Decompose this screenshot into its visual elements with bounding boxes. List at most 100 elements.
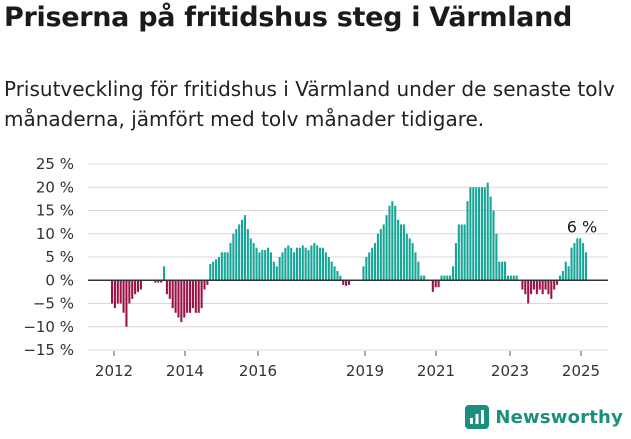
bar: [301, 245, 304, 281]
bar: [521, 280, 524, 290]
bar: [275, 266, 278, 281]
bar: [495, 233, 498, 281]
bar: [402, 224, 405, 281]
bar: [498, 261, 501, 281]
y-tick-label: 0 %: [45, 271, 74, 289]
bar: [414, 252, 417, 281]
bar: [486, 182, 489, 281]
bar: [217, 257, 220, 281]
bar: [171, 280, 174, 309]
bar: [437, 280, 440, 288]
bar: [535, 280, 538, 295]
bar: [154, 280, 157, 283]
bar: [183, 280, 186, 318]
bar: [460, 224, 463, 281]
bar: [376, 233, 379, 281]
bar: [290, 247, 293, 281]
bar: [249, 238, 252, 281]
bar: [399, 224, 403, 281]
bar: [420, 275, 423, 281]
bar: [246, 229, 249, 281]
bar: [188, 280, 192, 313]
brand-footer: Newsworthy: [465, 405, 623, 429]
bar: [165, 280, 168, 295]
bar: [512, 275, 515, 281]
bar: [327, 257, 330, 281]
bar: [162, 266, 166, 281]
x-tick-label: 2016: [239, 362, 277, 380]
bar: [449, 275, 452, 281]
bar: [478, 187, 481, 281]
bar: [223, 252, 226, 281]
bar: [475, 187, 478, 281]
bar: [298, 247, 301, 281]
bar: [379, 229, 382, 281]
bar: [342, 280, 345, 285]
bar: [226, 252, 229, 281]
bar: [125, 280, 128, 327]
bar: [131, 280, 134, 299]
x-tick-label: 2019: [346, 362, 384, 380]
bar: [385, 215, 388, 281]
bar: [136, 280, 140, 292]
y-tick-label: −15 %: [23, 341, 74, 359]
bar: [556, 280, 559, 285]
bar: [180, 280, 183, 323]
bar: [307, 250, 310, 281]
bar: [434, 280, 437, 288]
bar: [110, 280, 114, 304]
bar: [160, 280, 163, 283]
bar: [553, 280, 556, 290]
bar: [567, 266, 570, 281]
bar: [532, 280, 536, 290]
bar: [295, 247, 299, 281]
bar: [113, 280, 116, 309]
bar: [313, 243, 316, 281]
y-tick-label: −5 %: [33, 295, 74, 313]
y-tick-label: −10 %: [23, 318, 74, 336]
bar: [504, 261, 507, 281]
bar: [573, 243, 576, 281]
x-tick-label: 2021: [417, 362, 455, 380]
x-tick-label: 2025: [562, 362, 600, 380]
bar: [122, 280, 125, 313]
bar: [174, 280, 177, 313]
bar: [310, 245, 313, 281]
bar: [394, 205, 397, 281]
bar: [582, 243, 585, 281]
bar: [232, 233, 235, 281]
bar: [411, 243, 414, 281]
bar: [515, 275, 518, 281]
bar: [255, 247, 258, 281]
bar: [336, 270, 339, 281]
bar: [258, 252, 261, 281]
bar: [119, 280, 122, 304]
bar: [194, 280, 197, 313]
bar: [197, 280, 200, 313]
bar: [168, 280, 171, 299]
last-value-annotation: 6 %: [567, 217, 597, 236]
x-tick-label: 2012: [95, 362, 133, 380]
bar: [209, 263, 212, 281]
bar: [186, 280, 189, 313]
bar: [446, 275, 449, 281]
bar: [284, 247, 287, 281]
bar: [330, 261, 333, 281]
y-tick-label: 5 %: [45, 248, 74, 266]
bar: [509, 275, 512, 281]
bar: [506, 275, 510, 281]
bar: [191, 280, 194, 309]
bar: [547, 280, 550, 295]
bar: [544, 280, 547, 290]
bar: [281, 252, 284, 281]
bar: [483, 187, 486, 281]
bar: [345, 280, 348, 286]
bar: [333, 266, 336, 281]
bar: [524, 280, 527, 295]
bar: [405, 233, 408, 281]
bar: [530, 280, 533, 295]
bar: [324, 252, 327, 281]
page-title: Priserna på fritidshus steg i Värmland: [4, 2, 573, 33]
bar: [368, 252, 371, 281]
bar: [443, 275, 446, 281]
